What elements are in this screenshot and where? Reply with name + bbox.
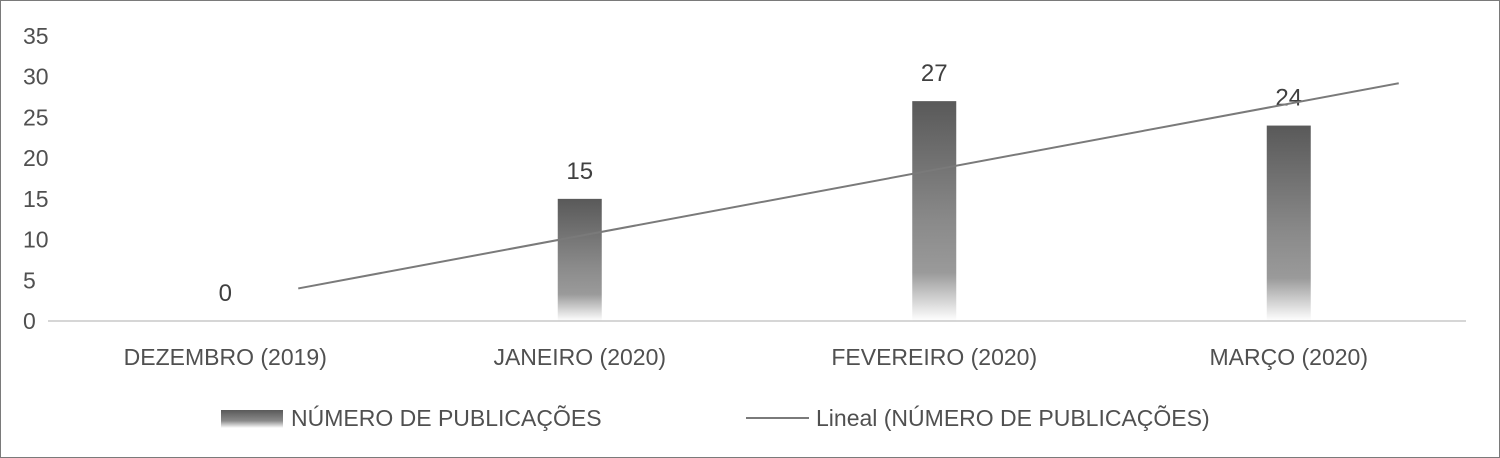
legend-label-trend: Lineal (NÚMERO DE PUBLICAÇÕES) — [816, 404, 1210, 431]
bar — [557, 198, 602, 321]
y-tick-label: 20 — [23, 145, 49, 171]
data-label: 27 — [921, 60, 948, 87]
trendline — [298, 82, 1399, 290]
data-labels-group: 0 15 27 24 — [219, 60, 1303, 307]
x-tick-label: FEVEREIRO (2020) — [831, 344, 1037, 370]
data-label: 15 — [566, 158, 593, 185]
y-tick-label: 25 — [23, 104, 49, 130]
data-label: 24 — [1275, 85, 1302, 112]
x-axis-labels: DEZEMBRO (2019) JANEIRO (2020) FEVEREIRO (… — [124, 344, 1368, 370]
y-tick-label: 30 — [23, 64, 49, 90]
legend-swatch-bar — [221, 410, 283, 428]
trendline-group — [298, 82, 1399, 290]
y-tick-label: 5 — [23, 267, 36, 293]
y-tick-label: 35 — [23, 23, 49, 49]
bar — [912, 101, 957, 322]
legend-label-bar: NÚMERO DE PUBLICAÇÕES — [291, 404, 602, 431]
x-tick-label: MARÇO (2020) — [1210, 344, 1368, 370]
y-tick-label: 15 — [23, 186, 49, 212]
data-label: 0 — [219, 280, 232, 307]
legend: NÚMERO DE PUBLICAÇÕES Lineal (NÚMERO DE … — [221, 404, 1210, 431]
y-axis-ticks: 0 5 10 15 20 25 30 35 — [23, 23, 49, 334]
x-tick-label: JANEIRO (2020) — [493, 344, 666, 370]
y-tick-label: 0 — [23, 308, 36, 334]
bar — [1266, 125, 1311, 321]
y-tick-label: 10 — [23, 227, 49, 253]
bars-group — [557, 101, 1311, 322]
x-tick-label: DEZEMBRO (2019) — [124, 344, 327, 370]
